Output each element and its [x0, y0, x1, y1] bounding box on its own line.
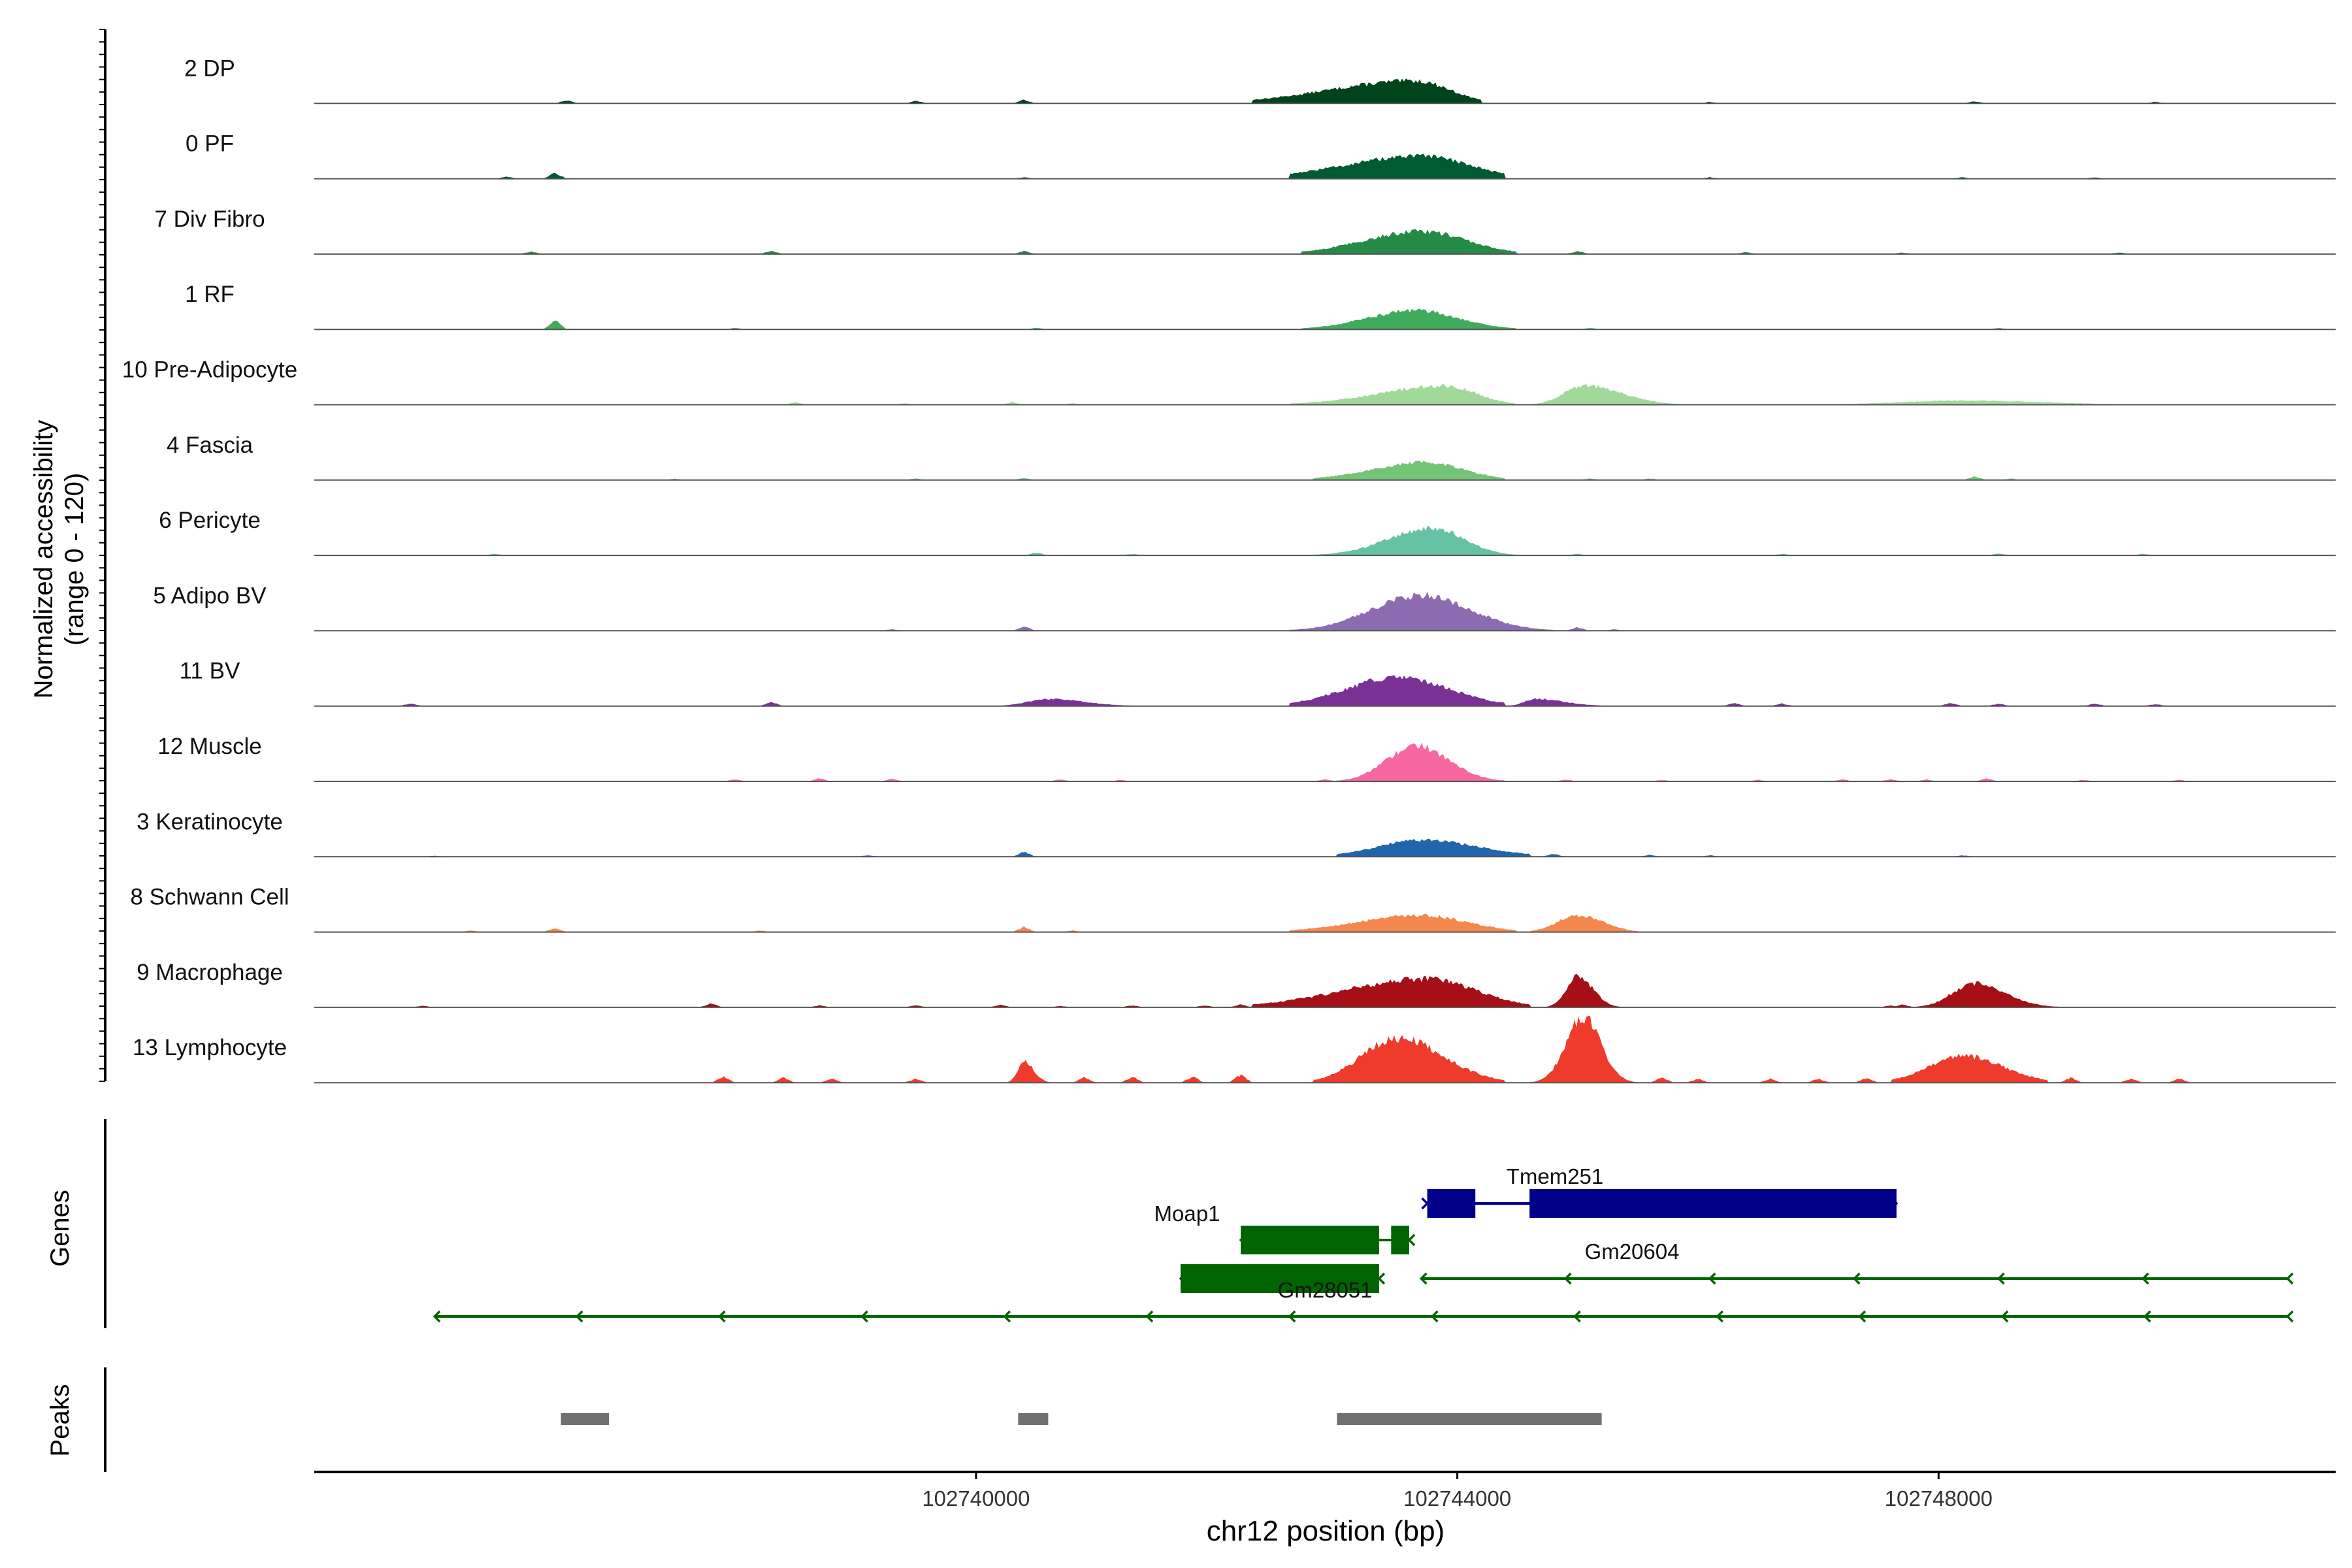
strand-arrow: [2285, 1310, 2294, 1323]
x-tick-label: 102748000: [1885, 1486, 1993, 1511]
track-label: 4 Fascia: [167, 433, 253, 458]
peak-region: [561, 1413, 610, 1425]
gene-label: Gm20604: [1585, 1239, 1680, 1264]
coverage-area: [314, 525, 2336, 556]
gene-label: Gm28051: [1278, 1278, 1373, 1302]
coverage-track: 3 Keratinocyte: [137, 809, 2336, 858]
peaks-track: [104, 1367, 1602, 1472]
strand-arrow: [1563, 1272, 1572, 1285]
coverage-area: [314, 742, 2336, 781]
strand-arrow: [1573, 1310, 1581, 1323]
strand-arrow: [1708, 1272, 1716, 1285]
strand-arrow: [718, 1310, 726, 1323]
strand-arrow: [1145, 1310, 1154, 1323]
track-label: 13 Lymphocyte: [133, 1035, 287, 1060]
gene-model: [433, 1310, 2294, 1323]
strand-arrow: [1288, 1310, 1296, 1323]
strand-arrow: [1997, 1272, 2005, 1285]
coverage-track: 2 DP: [184, 56, 2336, 105]
track-label: 11 BV: [180, 659, 240, 684]
gene-model: Gm28051: [1179, 1264, 1386, 1302]
x-tick-label: 102740000: [922, 1486, 1030, 1511]
coverage-track: 8 Schwann Cell: [130, 885, 2336, 933]
strand-arrow: [575, 1310, 583, 1323]
coverage-track: 1 RF: [185, 282, 2336, 331]
peaks-track-label: Peaks: [46, 1384, 74, 1456]
strand-arrow: [1858, 1310, 1867, 1323]
coverage-area: [314, 973, 2336, 1007]
coverage-area: [314, 913, 2336, 932]
coverage-track: 11 BV: [180, 659, 2336, 707]
gene-model: Gm20604: [1419, 1239, 2294, 1285]
track-label: 2 DP: [184, 56, 235, 81]
coverage-track: 0 PF: [186, 131, 2336, 180]
strand-arrow: [1421, 1197, 1429, 1210]
strand-arrow: [1003, 1310, 1011, 1323]
y-axis-ticks: [99, 29, 106, 1082]
genes-track: Tmem251 Moap1 Gm20604 Gm28051: [104, 1119, 2294, 1328]
coverage-area: [314, 592, 2336, 631]
strand-arrow: [2143, 1310, 2151, 1323]
coverage-track: 12 Muscle: [157, 734, 2336, 782]
track-label: 1 RF: [185, 282, 235, 307]
track-label: 10 Pre-Adipocyte: [122, 357, 297, 383]
coverage-track: 9 Macrophage: [137, 960, 2336, 1008]
x-axis: 102740000 102744000 102748000: [314, 1471, 2336, 1511]
track-label: 8 Schwann Cell: [130, 885, 289, 910]
strand-arrow: [2141, 1272, 2149, 1285]
track-label: 0 PF: [186, 131, 234, 157]
coverage-area: [314, 838, 2336, 857]
coverage-tracks: 2 DP 0 PF 7 Div Fibro 1 RF 10 Pre-Adipocyte 4…: [122, 56, 2336, 1084]
y-axis-label-line2: (range 0 - 120): [60, 473, 89, 646]
strand-arrow: [1716, 1310, 1723, 1323]
coverage-track: 6 Pericyte: [159, 508, 2336, 557]
peak-region: [1018, 1413, 1049, 1425]
strand-arrow: [1377, 1272, 1386, 1285]
coverage-area: [314, 1016, 2336, 1083]
track-label: 12 Muscle: [157, 734, 262, 759]
coverage-area: [314, 154, 2336, 179]
strand-arrow: [433, 1310, 441, 1323]
strand-arrow: [2285, 1272, 2294, 1285]
coverage-track: 10 Pre-Adipocyte: [122, 357, 2336, 406]
strand-arrow: [2001, 1310, 2009, 1323]
strand-arrow: [860, 1310, 868, 1323]
strand-arrow: [1430, 1310, 1439, 1323]
track-label: 7 Div Fibro: [154, 206, 265, 232]
track-label: 5 Adipo BV: [153, 583, 267, 608]
coverage-area: [314, 384, 2336, 405]
coverage-area: [314, 675, 2336, 706]
coverage-track: 13 Lymphocyte: [133, 1016, 2336, 1084]
coverage-track: 5 Adipo BV: [153, 583, 2336, 632]
coverage-area: [314, 229, 2336, 254]
gene-exon: [1391, 1226, 1409, 1254]
track-label: 3 Keratinocyte: [137, 809, 283, 834]
gene-exon: [1427, 1189, 1476, 1218]
track-label: 9 Macrophage: [137, 960, 283, 985]
track-label: 6 Pericyte: [159, 508, 261, 533]
coverage-area: [314, 308, 2336, 330]
gene-exon: [1181, 1264, 1379, 1293]
x-axis-label: chr12 position (bp): [1207, 1515, 1445, 1547]
gene-label: Moap1: [1154, 1201, 1220, 1226]
coverage-area: [314, 461, 2336, 480]
gene-exon: [1529, 1189, 1897, 1218]
gene-model: Tmem251: [1421, 1164, 1899, 1218]
coverage-track: 7 Div Fibro: [154, 206, 2336, 255]
y-axis-label-line1: Normalized accessibility: [29, 420, 58, 699]
coverage-track: 4 Fascia: [167, 433, 2336, 481]
x-tick-label: 102744000: [1403, 1486, 1511, 1511]
strand-arrow: [1407, 1233, 1416, 1247]
strand-arrow: [1852, 1272, 1861, 1285]
peak-region: [1337, 1413, 1602, 1425]
genes-track-label: Genes: [46, 1190, 74, 1267]
gene-label: Tmem251: [1507, 1164, 1604, 1188]
gene-model: Moap1: [1154, 1201, 1416, 1254]
coverage-area: [314, 78, 2336, 104]
strand-arrow: [1419, 1272, 1428, 1285]
gene-exon: [1241, 1226, 1379, 1254]
